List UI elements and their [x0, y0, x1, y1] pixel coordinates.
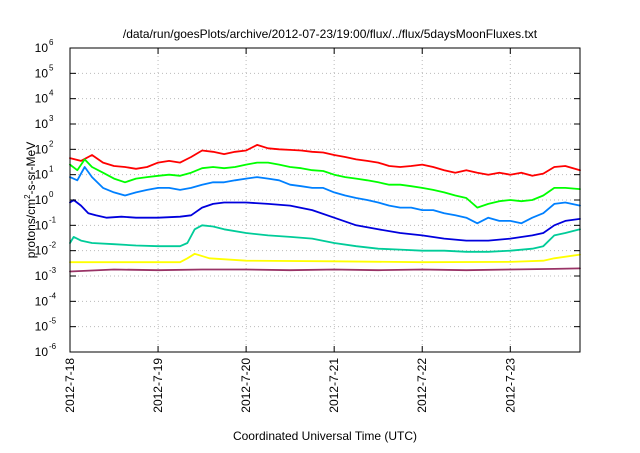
x-tick-label: 2012-7-19 [151, 358, 165, 413]
x-axis-title: Coordinated Universal Time (UTC) [233, 429, 417, 443]
y-tick-label-base: 10 [35, 66, 49, 80]
series-line-4 [69, 199, 581, 242]
y-tick-label-base: 10 [35, 92, 49, 106]
series-line-1 [69, 143, 581, 177]
grid-lines [69, 48, 580, 352]
y-tick-label-base: 10 [35, 168, 49, 182]
series-line-7 [69, 267, 581, 273]
y-tick-label-exp: -5 [49, 317, 57, 326]
y-tick-label-exp: -6 [49, 342, 57, 351]
x-tick-label: 2012-7-20 [239, 358, 253, 413]
y-axis-title-prefix: protons/cm [24, 199, 38, 258]
series-line-3 [69, 166, 581, 225]
y-tick-label: 10 [35, 66, 49, 80]
y-tick-label-base: 10 [35, 294, 49, 308]
y-axis-title-suffix: -s-sr-MeV [24, 142, 38, 195]
y-tick-label-exp: -2 [49, 241, 57, 250]
y-tick-label: 10 [35, 294, 49, 308]
y-tick-label: 10 [35, 244, 49, 258]
y-tick-label-base: 10 [35, 244, 49, 258]
y-axis-title: protons/cm2-s-sr-MeV [23, 142, 38, 258]
y-axis-title-exp: 2 [23, 194, 32, 199]
y-tick-labels: 10 -610 -510 -410 -310 -210 -110 010 110 210 310 41… [35, 38, 57, 359]
y-tick-label-base: 10 [35, 117, 49, 131]
y-tick-label-exp: 0 [49, 190, 54, 199]
y-tick-label: 10 [35, 218, 49, 232]
y-tick-label: 10 [35, 117, 49, 131]
y-tick-label: 10 [35, 168, 49, 182]
y-tick-label-base: 10 [35, 142, 49, 156]
y-tick-label-exp: -1 [49, 215, 57, 224]
y-tick-label-exp: -4 [49, 291, 57, 300]
y-tick-label: 10 [35, 41, 49, 55]
y-tick-label-base: 10 [35, 345, 49, 359]
y-tick-label-exp: 1 [49, 165, 54, 174]
series-line-2 [69, 158, 581, 209]
x-tick-label: 2012-7-23 [503, 358, 517, 413]
y-tick-label-base: 10 [35, 41, 49, 55]
series-line-5 [69, 224, 581, 253]
y-tick-label: 10 [35, 320, 49, 334]
series-lines [69, 143, 581, 273]
x-tick-label: 2012-7-22 [415, 358, 429, 413]
y-tick-label-exp: 5 [49, 63, 54, 72]
y-tick-label: 10 [35, 142, 49, 156]
y-tick-label: 10 [35, 269, 49, 283]
series-line-6 [69, 252, 581, 264]
y-tick-label: 10 [35, 345, 49, 359]
y-tick-label: 10 [35, 193, 49, 207]
y-tick-label-exp: 4 [49, 89, 54, 98]
y-tick-label-exp: 2 [49, 139, 54, 148]
y-tick-label-exp: 6 [49, 38, 54, 47]
x-tick-label: 2012-7-21 [327, 358, 341, 413]
x-tick-labels: 2012-7-18 2012-7-19 2012-7-20 2012-7-21 2012… [63, 358, 517, 413]
y-tick-label: 10 [35, 92, 49, 106]
y-tick-label-base: 10 [35, 269, 49, 283]
y-tick-label-exp: -3 [49, 266, 57, 275]
chart-title: /data/run/goesPlots/archive/2012-07-23/1… [123, 27, 538, 41]
x-tick-label: 2012-7-18 [63, 358, 77, 413]
y-tick-label-exp: 3 [49, 114, 54, 123]
y-tick-label-base: 10 [35, 218, 49, 232]
y-tick-label-base: 10 [35, 193, 49, 207]
tick-marks [69, 47, 580, 353]
y-tick-label-base: 10 [35, 320, 49, 334]
